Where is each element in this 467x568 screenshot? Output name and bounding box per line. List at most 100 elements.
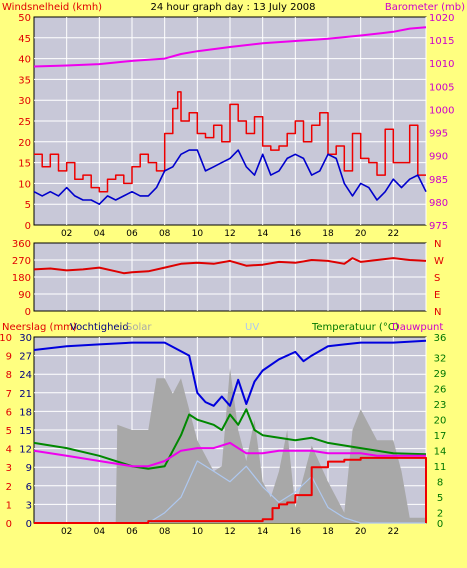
chart-title: 24 hour graph day : 13 July 2008 (150, 2, 315, 13)
x-tick-label: 12 (224, 229, 235, 239)
barometer-tick-label: 1000 (429, 105, 454, 116)
direction-tick-label: 90 (18, 290, 31, 301)
rain-line (34, 456, 427, 524)
rain-tick-label: 1 (6, 500, 12, 511)
humidity-tick-label: 3 (26, 500, 32, 511)
direction-tick-label: 180 (12, 273, 31, 284)
x-tick-label: 06 (126, 229, 138, 239)
humidity-tick-label: 12 (19, 445, 32, 456)
x-tick-label: 14 (257, 229, 269, 239)
compass-tick-label: E (434, 290, 440, 301)
wind-tick-label: 35 (18, 75, 31, 86)
wind-tick-label: 5 (25, 200, 31, 211)
wind-speed-line (33, 149, 427, 205)
direction-tick-label: 0 (25, 307, 31, 318)
x-tick-label: 10 (192, 229, 204, 239)
rain-tick-label: 5 (6, 426, 12, 437)
wind-tick-label: 0 (25, 221, 31, 232)
rain-tick-label: 10 (0, 333, 12, 344)
barometer-tick-label: 990 (429, 152, 448, 163)
wind-tick-label: 50 (18, 13, 31, 24)
x-tick-label: 20 (355, 229, 367, 239)
wind-tick-label: 45 (18, 34, 31, 45)
rain-tick-label: 6 (6, 407, 12, 418)
x-tick-label: 10 (192, 527, 204, 537)
barometer-tick-label: 1020 (429, 13, 454, 24)
x-tick-label: 22 (388, 229, 399, 239)
x-tick-label: 08 (159, 229, 171, 239)
direction-tick-label: 360 (12, 239, 31, 250)
barometer-tick-label: 1005 (429, 82, 454, 93)
x-tick-label: 14 (257, 527, 269, 537)
humidity-tick-label: 15 (19, 426, 32, 437)
barometer-tick-label: 1015 (429, 36, 454, 47)
rain-tick-label: 4 (6, 445, 12, 456)
rain-tick-label: 0 (6, 519, 12, 530)
x-tick-label: 04 (94, 229, 106, 239)
rain-axis-label: Neerslag (mm) (2, 322, 77, 333)
rain-tick-label: 2 (6, 482, 12, 493)
humidity-tick-label: 21 (19, 389, 32, 400)
barometer-tick-label: 980 (429, 198, 448, 209)
wind-tick-label: 40 (18, 55, 31, 66)
wind-speed-axis-label: Windsnelheid (kmh) (2, 2, 102, 13)
temperature-tick-label: 11 (434, 462, 447, 473)
humidity-tick-label: 24 (19, 370, 32, 381)
compass-tick-label: W (434, 256, 444, 267)
x-tick-label: 18 (322, 229, 334, 239)
x-tick-label: 22 (388, 527, 399, 537)
humidity-tick-label: 18 (19, 407, 32, 418)
uv-line (34, 460, 426, 524)
barometer-tick-label: 975 (429, 221, 448, 232)
wind-direction-line (33, 257, 427, 275)
x-tick-label: 06 (126, 527, 138, 537)
barometer-axis-label: Barometer (mb) (385, 2, 465, 13)
compass-tick-label: S (434, 273, 440, 284)
humidity-tick-label: 9 (26, 463, 32, 474)
temperature-tick-label: 8 (437, 478, 443, 489)
temperature-tick-label: 36 (434, 333, 447, 344)
temperature-tick-label: 23 (434, 400, 447, 411)
barometer-tick-label: 1010 (429, 59, 454, 70)
wind-tick-label: 10 (18, 179, 31, 190)
rain-tick-label: 3 (6, 463, 12, 474)
temperature-tick-label: 26 (434, 385, 447, 396)
uv-axis-label: UV (245, 322, 259, 333)
rain-tick-label: 7 (6, 389, 12, 400)
humidity-tick-label: 30 (19, 333, 32, 344)
temperature-tick-label: 20 (434, 416, 447, 427)
solar-area (34, 368, 426, 523)
temperature-tick-label: 17 (434, 431, 447, 442)
temperature-tick-label: 2 (437, 509, 443, 520)
x-tick-label: 08 (159, 527, 171, 537)
dewpoint-axis-label: Dauwpunt (392, 322, 443, 333)
temperature-tick-label: 29 (434, 369, 447, 380)
barometer-tick-label: 985 (429, 175, 448, 186)
x-tick-label: 16 (290, 229, 302, 239)
x-tick-label: 20 (355, 527, 367, 537)
barometer-tick-label: 995 (429, 129, 448, 140)
temperature-line (33, 408, 427, 470)
humidity-axis-label: Vochtigheid (70, 322, 129, 333)
humidity-tick-label: 27 (19, 352, 32, 363)
temperature-tick-label: 0 (437, 519, 443, 530)
temperature-tick-label: 32 (434, 354, 447, 365)
x-tick-label: 12 (224, 527, 235, 537)
wind-tick-label: 25 (18, 117, 31, 128)
rain-tick-label: 9 (6, 352, 12, 363)
humidity-tick-label: 0 (26, 519, 32, 530)
temperature-axis-label: Temperatuur (°C) (311, 322, 399, 333)
dewpoint-line (33, 441, 426, 468)
barometer-line (33, 26, 427, 68)
wind-tick-label: 20 (18, 138, 31, 149)
x-tick-label: 02 (61, 527, 72, 537)
temperature-tick-label: 5 (437, 493, 443, 504)
x-tick-label: 18 (322, 527, 334, 537)
humidity-tick-label: 6 (26, 482, 32, 493)
compass-tick-label: N (434, 239, 441, 250)
humidity-line (33, 339, 427, 407)
x-tick-label: 04 (94, 527, 106, 537)
wind-tick-label: 15 (18, 159, 31, 170)
